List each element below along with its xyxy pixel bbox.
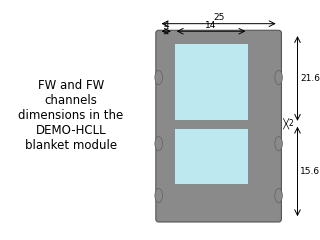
Text: 25: 25 (213, 13, 224, 22)
Text: 4: 4 (164, 21, 169, 30)
Text: 2: 2 (288, 119, 293, 128)
Text: FW and FW
channels
dimensions in the
DEMO-HCLL
blanket module: FW and FW channels dimensions in the DEM… (18, 79, 124, 152)
Bar (174, 42, 248, 120)
Text: 15.6: 15.6 (300, 167, 320, 176)
Bar (174, 127, 248, 184)
Ellipse shape (155, 137, 163, 151)
FancyBboxPatch shape (156, 30, 281, 222)
Text: 21.6: 21.6 (300, 74, 320, 83)
Ellipse shape (275, 70, 282, 84)
Ellipse shape (275, 188, 282, 203)
Ellipse shape (155, 188, 163, 203)
Ellipse shape (275, 137, 282, 151)
Text: 14: 14 (205, 21, 217, 30)
Ellipse shape (155, 70, 163, 84)
